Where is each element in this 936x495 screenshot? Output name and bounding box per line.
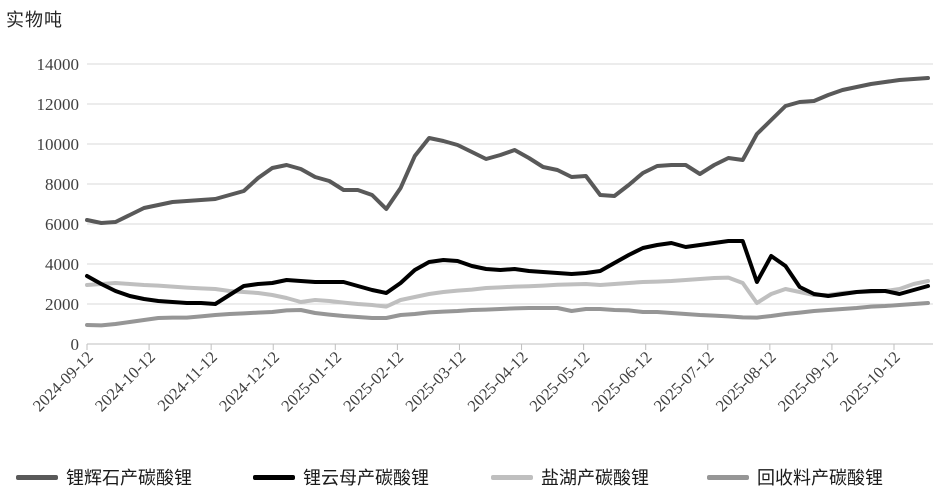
x-axis-label: 2025-09-12 [774,347,842,415]
series-line-spodumene [85,76,930,225]
y-axis-label: 0 [71,335,80,354]
legend-item-recycled: 回收料产碳酸锂 [707,464,883,490]
x-axis-label: 2025-06-12 [588,347,656,415]
legend-label-salt-lake: 盐湖产碳酸锂 [541,468,649,488]
x-axis-label: 2025-04-12 [463,347,531,415]
series-line-salt-lake [85,275,930,309]
legend-swatch-lepidolite [253,474,295,480]
legend-swatch-salt-lake [491,474,533,480]
legend-label-lepidolite: 锂云母产碳酸锂 [303,468,429,488]
x-axis-label: 2025-10-12 [836,347,904,415]
x-axis-label: 2025-08-12 [712,347,780,415]
legend-item-salt-lake: 盐湖产碳酸锂 [491,464,649,490]
x-axis-label: 2024-12-12 [215,347,283,415]
x-axis-label: 2025-07-12 [650,347,718,415]
y-axis-unit-label: 实物吨 [6,10,63,30]
x-axis-label: 2025-03-12 [401,347,469,415]
x-axis-label: 2025-01-12 [277,347,345,415]
x-axis-label: 2024-11-12 [154,347,221,414]
series-line-lepidolite [85,239,930,306]
x-axis-label: 2025-02-12 [339,347,407,415]
series-line-recycled [85,301,930,328]
x-axis-label: 2024-10-12 [91,347,159,415]
y-axis-label: 2000 [45,295,79,314]
legend-item-lepidolite: 锂云母产碳酸锂 [253,464,429,490]
legend-label-spodumene: 锂辉石产碳酸锂 [66,468,192,488]
x-axis-label: 2025-05-12 [526,347,594,415]
y-axis-label: 12000 [37,95,80,114]
legend-item-spodumene: 锂辉石产碳酸锂 [16,464,192,490]
y-axis-label: 8000 [45,175,79,194]
y-axis-label: 14000 [37,55,80,74]
y-axis-label: 4000 [45,255,79,274]
x-axis-label: 2024-09-12 [29,347,97,415]
chart-legend: 锂辉石产碳酸锂 锂云母产碳酸锂 盐湖产碳酸锂 回收料产碳酸锂 [0,452,936,495]
line-chart-plot: 14000 12000 10000 8000 6000 4000 2000 02024-09-… [29,55,933,415]
y-axis-label: 10000 [37,135,80,154]
legend-label-recycled: 回收料产碳酸锂 [757,468,883,488]
legend-swatch-spodumene [16,474,58,480]
legend-swatch-recycled [707,474,749,480]
y-axis-label: 6000 [45,215,79,234]
